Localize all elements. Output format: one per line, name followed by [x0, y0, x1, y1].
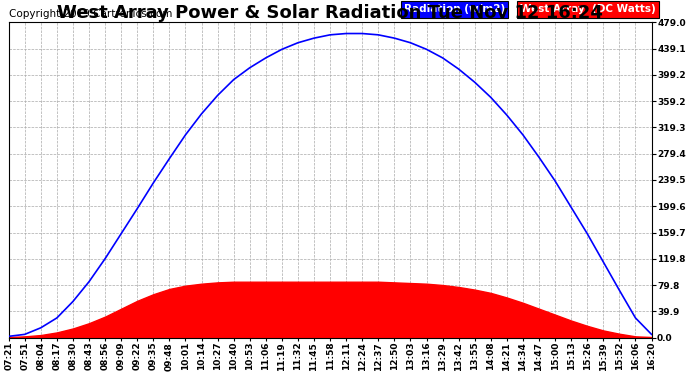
Text: Copyright 2019 Cartronics.com: Copyright 2019 Cartronics.com [9, 9, 172, 19]
Title: West Array Power & Solar Radiation Tue Nov 12 16:24: West Array Power & Solar Radiation Tue N… [57, 4, 603, 22]
Text: Radiation (w/m2): Radiation (w/m2) [404, 4, 505, 15]
Text: West Array  (DC Watts): West Array (DC Watts) [520, 4, 656, 15]
